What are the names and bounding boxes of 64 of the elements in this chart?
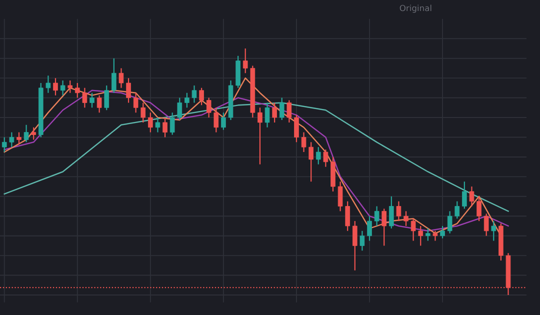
candlestick [294,114,299,143]
candlestick [133,92,138,114]
candlestick [206,97,212,118]
candlestick [491,220,496,242]
candlestick [323,149,328,168]
candlestick [112,58,116,94]
candlestick [53,78,58,96]
candlestick [286,100,292,123]
candlestick [140,102,146,123]
candlestick [24,124,29,143]
candlestick [426,228,430,242]
candlestick [118,68,124,88]
candlestick [16,132,22,146]
candlestick [454,200,460,220]
candlestick [374,206,380,227]
candlestick [82,87,88,108]
candlestick [60,80,66,96]
candlestick [410,218,416,242]
text: Original [400,4,432,13]
candlestick [308,142,314,182]
candlestick [177,97,182,121]
candlestick [462,181,467,210]
candlestick [272,102,277,123]
candlestick [104,84,110,111]
candlestick [352,220,358,271]
candlestick [432,230,438,242]
candlestick [221,112,226,130]
candlestick [9,132,14,148]
candlestick [389,196,394,229]
candlestick [162,116,168,138]
candlestick [199,87,204,106]
candlestick [404,210,408,227]
candlestick [447,210,452,234]
candlestick [2,136,7,153]
candlestick [96,94,102,114]
candlestick [214,107,219,133]
candlestick [396,200,402,222]
candlestick [184,92,190,108]
candlestick [90,92,94,108]
candlestick [382,208,387,246]
candlestick [484,213,489,236]
candlestick [126,78,131,104]
candlestick [155,116,160,133]
candlestick [258,107,262,165]
candlestick [170,112,175,136]
candlestick [440,225,445,239]
candlestick [345,200,350,232]
candlestick [301,132,306,153]
candlestick [264,102,270,128]
candlestick [279,97,284,121]
candlestick [242,48,248,74]
candlestick [316,146,321,165]
candlestick [469,186,474,207]
candlestick [476,196,482,222]
candlestick [192,84,197,104]
candlestick [75,82,80,98]
candlestick [367,216,372,242]
candlestick [46,75,51,94]
candlestick [31,126,36,140]
candlestick [338,181,343,212]
candlestick [148,112,153,133]
candlestick [68,80,73,94]
candlestick [360,230,365,252]
candlestick [418,225,424,246]
